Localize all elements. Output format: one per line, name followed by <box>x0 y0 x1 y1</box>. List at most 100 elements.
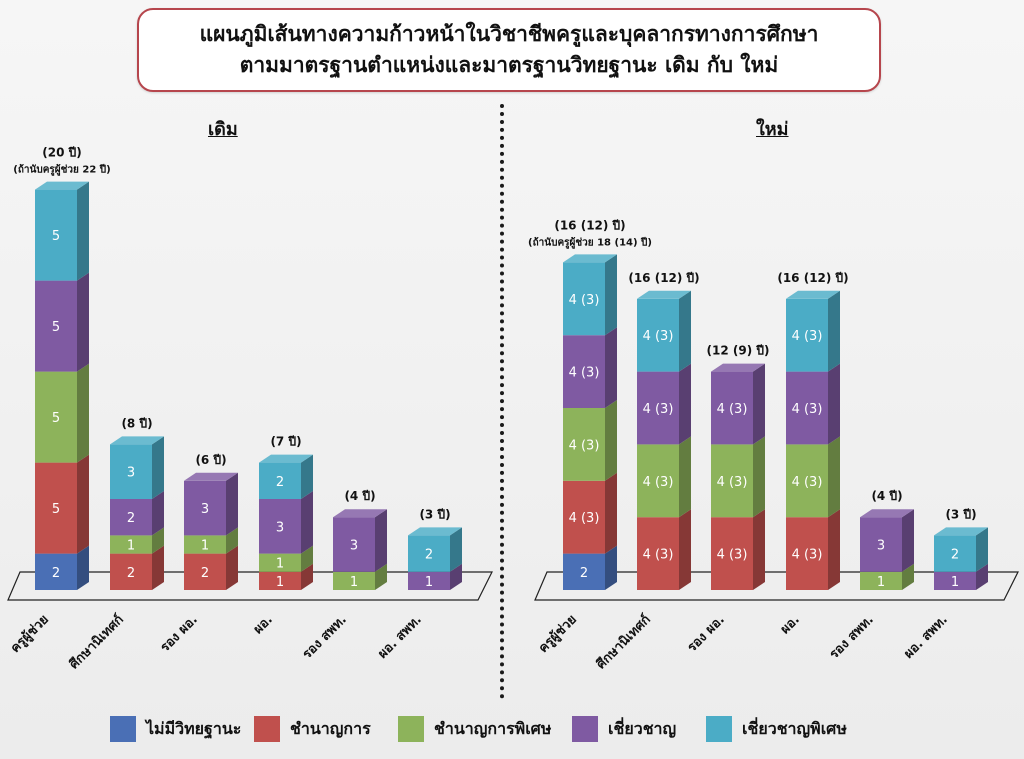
legend-label: เชี่ยวชาญพิเศษ <box>742 718 847 738</box>
segment-label: 5 <box>52 229 60 244</box>
segment-label: 4 (3) <box>569 293 600 308</box>
bar-segment-side <box>226 472 238 536</box>
legend-item: ไม่มีวิทยฐานะ <box>110 716 241 742</box>
bar-segment <box>35 371 77 463</box>
segment-label: 3 <box>877 539 885 554</box>
legend-label: ชำนาญการ <box>290 718 371 738</box>
bar-group: 2 5 5 5 5 <box>35 181 89 590</box>
segment-label: 4 (3) <box>717 402 748 417</box>
bar-segment-side <box>605 327 617 408</box>
bar-segment <box>860 517 902 572</box>
segment-label: 4 (3) <box>792 329 823 344</box>
bar-segment-side <box>605 400 617 481</box>
bar-segment-side <box>152 545 164 590</box>
segment-label: 5 <box>52 411 60 426</box>
bar-segment-side <box>976 527 988 572</box>
bar-segment <box>637 371 679 445</box>
bar-total-label: (16 (12) ปี) <box>554 218 625 232</box>
bar-segment <box>637 517 679 590</box>
segment-label: 2 <box>201 566 209 581</box>
bar-segment-side <box>301 454 313 499</box>
panel-title-old: เดิม <box>208 119 238 140</box>
bar-segment-side <box>902 563 914 590</box>
bar-segment-side <box>152 436 164 499</box>
category-label: รอง ผอ. <box>158 612 201 655</box>
bar-top-face <box>860 509 914 518</box>
segment-label: 1 <box>951 575 959 590</box>
category-label: ผอ. <box>778 612 803 637</box>
bar-segment <box>333 571 375 590</box>
bar-segment-side <box>226 545 238 590</box>
bar-segment-side <box>753 509 765 590</box>
bar-segment <box>786 298 828 372</box>
category-label: ผอ. สพท. <box>375 612 424 661</box>
bar-group: 12 <box>408 527 462 590</box>
bar-total-label: (3 ปี) <box>419 507 450 521</box>
bar-sub-label: (ถ้านับครูผู้ช่วย 18 (14) ปี) <box>528 236 652 249</box>
bar-segment <box>110 535 152 554</box>
segment-label: 1 <box>127 539 135 554</box>
bar-segment <box>563 408 605 481</box>
bar-group: 4 (3) 4 (3) 4 (3) 4 (3) <box>786 290 840 590</box>
bar-total-label: (16 (12) ปี) <box>628 271 699 285</box>
bar-segment <box>637 298 679 372</box>
bar-top-face <box>110 436 164 445</box>
category-label: รอง สพท. <box>300 612 350 662</box>
bar-segment <box>184 535 226 554</box>
segment-label: 2 <box>127 511 135 526</box>
chart-title-line-1: แผนภูมิเส้นทางความก้าวหน้าในวิชาชีพครูแล… <box>199 22 819 46</box>
legend-swatch <box>110 716 136 742</box>
segment-label: 4 (3) <box>792 402 823 417</box>
segment-label: 2 <box>425 548 433 563</box>
bar-segment-side <box>753 363 765 445</box>
bar-segment-side <box>976 563 988 590</box>
category-label: ศึกษานิเทศก์ <box>593 611 654 672</box>
bar-top-face <box>35 181 89 190</box>
bar-segment-side <box>828 436 840 518</box>
bar-segment <box>259 553 301 572</box>
bar-top-face <box>333 509 387 518</box>
segment-label: 4 (3) <box>717 475 748 490</box>
bar-segment-side <box>605 472 617 554</box>
bar-segment <box>110 499 152 536</box>
category-label: รอง ผอ. <box>685 612 728 655</box>
legend-swatch <box>706 716 732 742</box>
bar-segment <box>35 462 77 554</box>
bar-segment <box>563 335 605 408</box>
legend-label: ชำนาญการพิเศษ <box>434 718 552 738</box>
bar-segment-side <box>152 527 164 554</box>
segment-label: 1 <box>350 575 358 590</box>
segment-label: 4 (3) <box>569 366 600 381</box>
category-label: ผอ. สพท. <box>901 612 950 661</box>
chart-floor <box>7 571 493 601</box>
segment-label: 4 (3) <box>792 475 823 490</box>
bar-segment <box>110 444 152 499</box>
chart-title-box: แผนภูมิเส้นทางความก้าวหน้าในวิชาชีพครูแล… <box>137 8 881 92</box>
bar-segment <box>184 480 226 536</box>
category-label: ครูผู้ช่วย <box>535 612 580 657</box>
segment-label: 3 <box>201 502 209 517</box>
legend-swatch <box>398 716 424 742</box>
category-label: ผอ. <box>251 612 276 637</box>
bar-segment-side <box>77 545 89 590</box>
bar-top-face <box>259 454 313 463</box>
segment-label: 4 (3) <box>717 548 748 563</box>
bar-top-face <box>786 290 840 299</box>
bar-segment <box>860 571 902 590</box>
segment-label: 3 <box>127 466 135 481</box>
legend-label: ไม่มีวิทยฐานะ <box>146 718 242 738</box>
bar-group: 2 1 2 3 <box>110 436 164 590</box>
bar-top-face <box>563 254 617 263</box>
legend-label: เชี่ยวชาญ <box>608 718 677 738</box>
bar-segment-side <box>828 290 840 372</box>
bar-segment-side <box>753 436 765 518</box>
segment-label: 2 <box>276 475 284 490</box>
bar-group: 1 1 3 2 <box>259 454 313 590</box>
bar-segment-side <box>679 436 691 518</box>
bar-segment-side <box>679 509 691 590</box>
bar-segment-side <box>77 363 89 463</box>
segment-label: 4 (3) <box>643 548 674 563</box>
segment-label: 1 <box>201 539 209 554</box>
bar-segment-side <box>375 563 387 590</box>
